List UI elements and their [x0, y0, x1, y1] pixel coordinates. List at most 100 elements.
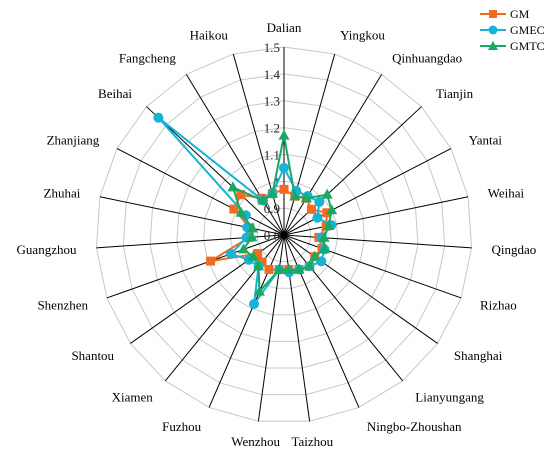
- data-point: [206, 256, 216, 266]
- spoke-line: [164, 234, 285, 382]
- category-label: Xiamen: [112, 389, 154, 404]
- series-layer: [153, 112, 338, 309]
- category-label: Zhuhai: [44, 186, 81, 201]
- spoke-line: [146, 106, 285, 236]
- category-label: Lianyungang: [415, 389, 484, 404]
- legend-item: GMEC: [480, 23, 545, 37]
- tick-layer: 0.80.911.11.21.31.41.5: [264, 40, 281, 243]
- category-label: Wenzhou: [231, 434, 280, 449]
- grid-ring: [176, 127, 392, 342]
- data-point: [312, 212, 323, 223]
- category-label: Beihai: [98, 86, 132, 101]
- category-label: Fangcheng: [119, 50, 177, 65]
- category-label: Weihai: [488, 186, 525, 201]
- data-point: [300, 192, 312, 203]
- data-point: [253, 260, 265, 271]
- data-point: [279, 184, 289, 194]
- data-point: [283, 263, 295, 274]
- legend-item: GM: [480, 7, 530, 21]
- category-label: Shenzhen: [37, 298, 88, 313]
- data-point: [279, 162, 289, 173]
- legend-label: GMTC: [510, 39, 545, 53]
- data-point: [264, 264, 274, 274]
- spoke-layer: [96, 47, 472, 422]
- category-label: Yingkou: [340, 28, 385, 43]
- category-label: Shantou: [71, 348, 114, 363]
- r-tick-label: 1.4: [264, 67, 281, 82]
- r-tick-label: 0.8: [264, 228, 280, 243]
- category-label: Taizhou: [291, 434, 333, 449]
- category-label: Shanghai: [454, 348, 503, 363]
- r-tick-label: 1.2: [264, 121, 280, 136]
- grid-ring: [95, 46, 473, 422]
- data-point: [153, 112, 164, 123]
- grid-ring: [203, 153, 365, 316]
- spoke-line: [283, 234, 360, 408]
- spoke-line: [232, 53, 285, 236]
- category-label: Tianjin: [436, 86, 474, 101]
- legend-item: GMTC: [480, 39, 545, 53]
- grid-ring: [256, 207, 312, 263]
- data-point: [289, 190, 301, 201]
- data-point: [273, 263, 285, 274]
- data-point: [236, 190, 246, 200]
- spoke-line: [283, 53, 336, 236]
- spoke-line: [283, 234, 462, 299]
- category-label: Qinhuangdao: [392, 50, 462, 65]
- legend-label: GMEC: [510, 23, 545, 37]
- data-point: [314, 197, 325, 208]
- data-point: [257, 257, 267, 267]
- spoke-line: [283, 74, 383, 236]
- data-point: [309, 250, 321, 261]
- spoke-line: [96, 234, 285, 249]
- data-point: [246, 222, 258, 233]
- category-label: Yantai: [469, 132, 503, 147]
- data-point: [225, 248, 236, 259]
- legend-marker: [489, 10, 497, 18]
- grid-ring: [149, 100, 419, 369]
- r-tick-label: 1.1: [264, 147, 280, 162]
- data-point: [247, 250, 259, 261]
- legend-label: GM: [510, 7, 530, 21]
- data-point: [257, 194, 269, 205]
- spoke-line: [185, 74, 285, 236]
- category-label-layer: Dalian Yingkou Qinhuangdao Tianjin Yantai Wei…: [17, 20, 537, 449]
- data-point: [227, 181, 239, 192]
- legend-marker: [488, 41, 498, 50]
- spoke-line: [208, 234, 285, 408]
- series-gmtc: [227, 129, 338, 296]
- data-point: [322, 208, 332, 218]
- legend: GM GMEC GMTC: [480, 7, 545, 53]
- grid-ring: [122, 73, 446, 396]
- category-label: Haikou: [190, 28, 229, 43]
- spoke-line: [283, 234, 404, 382]
- category-label: Rizhao: [480, 298, 517, 313]
- category-label: Guangzhou: [17, 242, 77, 257]
- data-point: [326, 204, 338, 215]
- spoke-line: [283, 234, 438, 344]
- data-point: [303, 260, 315, 271]
- category-label: Dalian: [267, 20, 302, 35]
- spoke-line: [283, 148, 452, 236]
- data-point: [249, 298, 260, 309]
- r-tick-label: 0.9: [264, 201, 280, 216]
- spoke-line: [99, 196, 285, 236]
- data-point: [235, 206, 247, 217]
- legend-marker: [488, 25, 498, 35]
- data-point: [318, 231, 330, 242]
- r-tick-label: 1.5: [264, 40, 280, 55]
- category-label: Qingdao: [492, 242, 537, 257]
- data-point: [321, 188, 333, 199]
- data-point: [266, 187, 278, 198]
- data-point: [238, 243, 250, 254]
- data-point: [246, 231, 258, 242]
- spoke-line: [283, 234, 472, 249]
- data-point: [229, 204, 239, 214]
- data-point: [278, 129, 290, 140]
- category-label: Zhanjiang: [47, 132, 100, 147]
- spoke-line: [106, 234, 285, 299]
- r-tick-label: 1.3: [264, 94, 280, 109]
- category-label: Fuzhou: [162, 419, 202, 434]
